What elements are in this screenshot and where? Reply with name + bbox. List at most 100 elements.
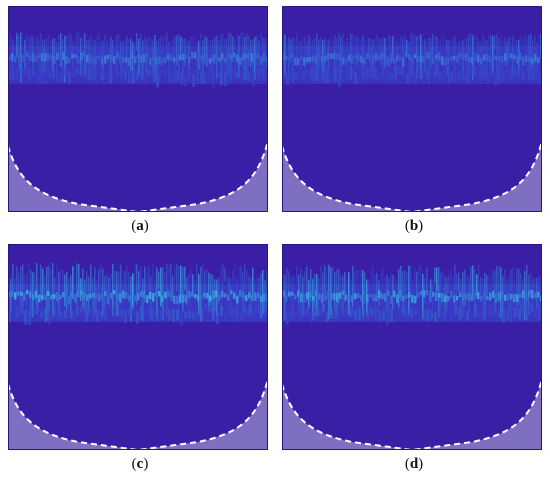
band-streak: [112, 263, 114, 316]
band-core: [480, 295, 483, 301]
band-core: [77, 56, 80, 64]
band-core: [158, 290, 161, 297]
energy-band: [8, 262, 268, 326]
band-lower: [144, 73, 147, 84]
band-core: [285, 293, 288, 302]
band-streak: [400, 265, 402, 302]
band-lower: [362, 307, 365, 321]
band-streak: [318, 39, 320, 83]
band-streak: [70, 275, 72, 319]
band-streak: [166, 263, 168, 317]
band-core: [53, 294, 56, 299]
band-lower: [92, 311, 95, 322]
band-streak: [448, 274, 450, 294]
band-lower: [374, 69, 377, 81]
band-core: [525, 55, 528, 63]
band-lower: [252, 72, 255, 87]
band-core: [203, 292, 206, 298]
band-lower: [12, 306, 15, 320]
band-streak: [404, 270, 406, 316]
band-core: [414, 295, 417, 304]
band-lower: [510, 308, 513, 316]
band-streak: [294, 38, 296, 60]
band-streak: [466, 275, 468, 305]
band-core: [363, 57, 366, 65]
band-streak: [416, 271, 418, 300]
band-streak: [142, 278, 144, 322]
band-streak: [172, 276, 174, 302]
band-lower: [458, 69, 461, 80]
band-streak: [202, 263, 204, 315]
band-core: [107, 54, 110, 60]
band-lower: [208, 305, 211, 315]
band-core: [104, 291, 107, 296]
band-lower: [60, 311, 63, 320]
band-core: [348, 294, 351, 301]
band-lower: [474, 304, 477, 318]
band-core: [420, 291, 423, 296]
band-core: [260, 295, 263, 302]
band-core: [29, 55, 32, 61]
band-streak: [518, 39, 520, 76]
band-lower: [442, 68, 445, 82]
band-streak: [18, 273, 20, 298]
band-core: [321, 294, 324, 303]
band-core: [86, 294, 89, 301]
band-core: [384, 54, 387, 64]
band-lower: [410, 309, 413, 319]
band-core: [11, 53, 14, 61]
band-lower: [350, 305, 353, 318]
band-core: [288, 54, 291, 60]
band-streak: [304, 270, 306, 285]
band-lower: [290, 72, 293, 80]
band-streak: [390, 273, 392, 314]
band-core: [125, 292, 128, 299]
band-streak: [296, 265, 298, 285]
band-core: [131, 295, 134, 301]
band-lower: [478, 309, 481, 318]
band-core: [245, 54, 248, 59]
band-core: [411, 57, 414, 66]
band-streak: [196, 264, 198, 291]
band-streak: [442, 33, 444, 67]
band-lower: [530, 66, 533, 81]
band-lower: [438, 307, 441, 319]
band-lower: [494, 73, 497, 86]
band-core: [354, 55, 357, 60]
band-core: [309, 57, 312, 62]
band-core: [417, 292, 420, 298]
band-core: [185, 294, 188, 303]
band-streak: [464, 269, 466, 307]
band-streak: [416, 36, 418, 80]
band-core: [444, 56, 447, 66]
band-core: [408, 292, 411, 298]
band-streak: [176, 35, 178, 66]
band-streak: [488, 275, 490, 315]
band-streak: [58, 271, 60, 318]
band-streak: [172, 39, 174, 66]
band-lower: [260, 67, 263, 74]
band-lower: [434, 70, 437, 78]
band-streak: [458, 272, 460, 293]
band-lower: [64, 309, 67, 319]
band-streak: [40, 264, 42, 299]
band-streak: [234, 39, 236, 81]
band-streak: [524, 35, 526, 56]
band-core: [402, 295, 405, 301]
band-lower: [136, 69, 139, 81]
band-streak: [262, 37, 264, 81]
band-core: [528, 290, 531, 298]
band-core: [318, 52, 321, 61]
band-core: [501, 55, 504, 64]
band-streak: [520, 273, 522, 310]
band-streak: [118, 271, 120, 315]
band-streak: [198, 40, 200, 70]
band-core: [200, 294, 203, 300]
band-core: [248, 52, 251, 60]
band-core: [188, 56, 191, 64]
band-streak: [334, 272, 336, 310]
band-core: [62, 292, 65, 298]
band-lower: [310, 311, 313, 324]
band-lower: [248, 304, 251, 316]
band-lower: [248, 71, 251, 82]
